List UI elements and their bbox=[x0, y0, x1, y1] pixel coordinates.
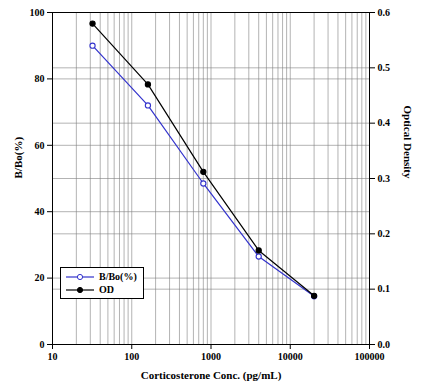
svg-text:100000: 100000 bbox=[355, 351, 385, 362]
svg-text:1000: 1000 bbox=[201, 351, 221, 362]
svg-text:100: 100 bbox=[30, 7, 45, 18]
svg-text:0.1: 0.1 bbox=[378, 283, 391, 294]
svg-text:0: 0 bbox=[40, 339, 45, 350]
svg-text:0.5: 0.5 bbox=[378, 62, 391, 73]
html-text:B/Bo(%): B/Bo(%) bbox=[99, 271, 137, 282]
svg-text:0.4: 0.4 bbox=[378, 117, 391, 128]
svg-text:40: 40 bbox=[35, 206, 45, 217]
svg-text:10: 10 bbox=[48, 351, 58, 362]
svg-text:0.6: 0.6 bbox=[378, 7, 391, 18]
svg-text:10000: 10000 bbox=[278, 351, 303, 362]
svg-text:0.3: 0.3 bbox=[378, 173, 391, 184]
svg-text:Optical Density: Optical Density bbox=[402, 105, 414, 179]
svg-text:60: 60 bbox=[35, 140, 45, 151]
html-text:OD: OD bbox=[99, 284, 114, 295]
svg-text:100: 100 bbox=[124, 351, 139, 362]
svg-text:80: 80 bbox=[35, 73, 45, 84]
svg-text:20: 20 bbox=[35, 272, 45, 283]
svg-text:0.0: 0.0 bbox=[378, 339, 391, 350]
svg-text:Corticosterone Conc. (pg/mL): Corticosterone Conc. (pg/mL) bbox=[141, 369, 282, 382]
svg-text:0.2: 0.2 bbox=[378, 228, 391, 239]
svg-text:B/Bo(%): B/Bo(%) bbox=[12, 137, 25, 179]
